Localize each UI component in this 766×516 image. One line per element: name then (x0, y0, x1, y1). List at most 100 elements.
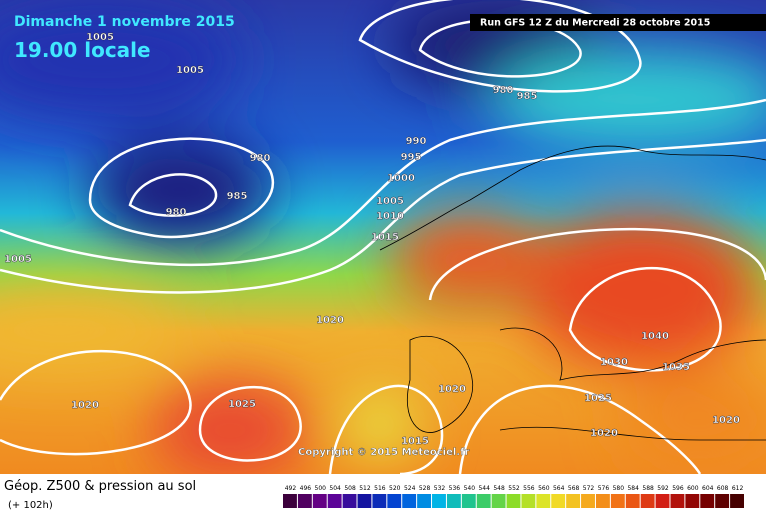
legend-swatch (595, 494, 610, 508)
legend-label: 512 (359, 485, 371, 492)
legend-swatch (700, 494, 715, 508)
pressure-label: 990 (406, 136, 427, 147)
legend-swatch (685, 494, 700, 508)
legend-label: 604 (702, 485, 714, 492)
pressure-label: 1020 (71, 400, 99, 411)
legend-swatch (387, 494, 402, 508)
legend-label: 596 (672, 485, 684, 492)
legend-swatch (312, 494, 327, 508)
pressure-label: 1020 (590, 428, 618, 439)
legend-label: 508 (344, 485, 356, 492)
pressure-label: 985 (517, 91, 538, 102)
legend-swatch (566, 494, 581, 508)
pressure-label: 1020 (316, 315, 344, 326)
copyright: Copyright © 2015 Meteociel.fr (298, 447, 469, 458)
legend-label: 524 (404, 485, 416, 492)
pressure-label: 1025 (584, 393, 612, 404)
legend-swatch (625, 494, 640, 508)
pressure-label: 1020 (712, 415, 740, 426)
legend-swatch (476, 494, 491, 508)
run-box (470, 14, 766, 31)
pressure-label: 1005 (176, 65, 204, 76)
legend-label: 560 (538, 485, 550, 492)
legend-swatch (506, 494, 521, 508)
pressure-label: 980 (250, 153, 271, 164)
legend-label: 572 (583, 485, 595, 492)
legend-label: 588 (642, 485, 654, 492)
pressure-label: 995 (401, 152, 422, 163)
run-info: Run GFS 12 Z du Mercredi 28 octobre 2015 (480, 18, 710, 29)
legend-swatch (372, 494, 387, 508)
pressure-label: 985 (227, 191, 248, 202)
pressure-labels: 1005100510059809809859809859909951000100… (4, 32, 740, 447)
footer-title: Géop. Z500 & pression au sol (4, 479, 196, 494)
legend-label: 568 (568, 485, 580, 492)
pressure-label: 1020 (438, 384, 466, 395)
legend-label: 516 (374, 485, 386, 492)
legend-label: 528 (419, 485, 431, 492)
legend-swatch (551, 494, 566, 508)
legend-label: 536 (449, 485, 461, 492)
legend-label: 580 (613, 485, 625, 492)
map-area (0, 0, 766, 474)
pressure-label: 1030 (600, 357, 628, 368)
pressure-label: 1015 (371, 232, 399, 243)
legend-label: 564 (553, 485, 565, 492)
pressure-label: 1005 (86, 32, 114, 43)
legend-swatch (357, 494, 372, 508)
pressure-label: 1015 (401, 436, 429, 447)
pressure-label: 1005 (4, 254, 32, 265)
pressure-label: 1040 (641, 331, 669, 342)
legend-label: 544 (478, 485, 490, 492)
legend-swatch (446, 494, 461, 508)
legend-swatch (655, 494, 670, 508)
legend-label: 584 (627, 485, 639, 492)
legend-swatch (730, 494, 744, 508)
legend-label: 496 (300, 485, 312, 492)
legend-swatch (670, 494, 685, 508)
legend-label: 540 (464, 485, 476, 492)
legend-label: 504 (329, 485, 341, 492)
isobars (0, 0, 766, 474)
legend-swatch (610, 494, 625, 508)
legend-label: 576 (598, 485, 610, 492)
legend-swatch (402, 494, 417, 508)
legend-label: 608 (717, 485, 729, 492)
time: 19.00 locale (14, 38, 151, 62)
pressure-label: 1035 (662, 362, 690, 373)
legend-swatch (297, 494, 312, 508)
coastlines (379, 145, 766, 441)
legend-swatch (536, 494, 551, 508)
legend-label: 492 (285, 485, 297, 492)
date: Dimanche 1 novembre 2015 (14, 14, 235, 30)
legend-label: 600 (687, 485, 699, 492)
pressure-label: 980 (166, 207, 187, 218)
legend-swatch (521, 494, 536, 508)
pressure-label: 1000 (387, 173, 415, 184)
legend-swatch (581, 494, 595, 508)
legend-label: 548 (493, 485, 505, 492)
legend-swatch (491, 494, 506, 508)
pressure-label: 1025 (228, 399, 256, 410)
legend-swatch (461, 494, 476, 508)
legend-label: 532 (434, 485, 446, 492)
pressure-label: 1005 (376, 196, 404, 207)
legend-swatch (342, 494, 357, 508)
pressure-label: 980 (493, 85, 514, 96)
legend-label: 500 (315, 485, 327, 492)
legend-swatch (715, 494, 730, 508)
lead-time: (+ 102h) (8, 500, 53, 511)
legend-label: 612 (732, 485, 744, 492)
legend-swatch (640, 494, 655, 508)
legend-swatch (327, 494, 342, 508)
pressure-label: 1010 (376, 211, 404, 222)
legend-swatch (417, 494, 432, 508)
legend-label: 556 (523, 485, 535, 492)
legend-swatch (283, 494, 297, 508)
legend-swatch (432, 494, 446, 508)
color-legend: 492 496 500 504 508 512 516 520 524 528 532 536 540 5… (283, 485, 744, 508)
legend-label: 592 (657, 485, 669, 492)
legend-label: 520 (389, 485, 401, 492)
